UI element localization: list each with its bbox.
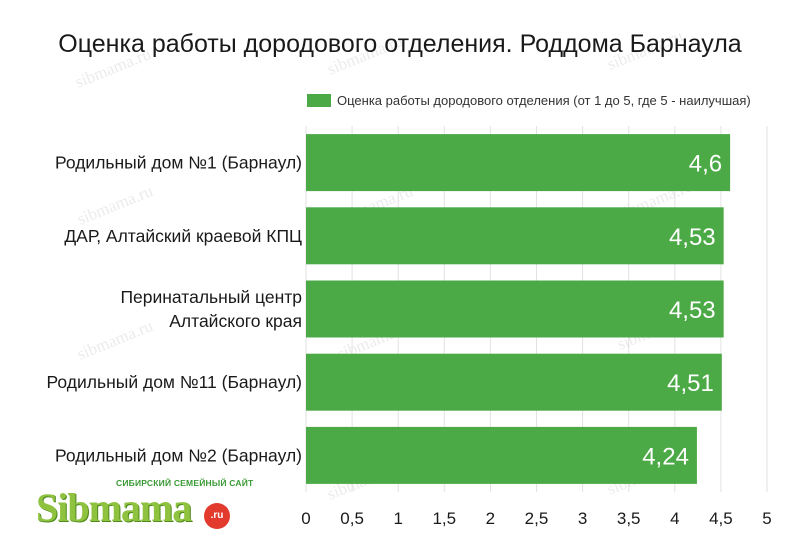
- category-labels: Родильный дом №1 (Барнаул) ДАР, Алтайский…: [47, 153, 303, 466]
- data-label: 4,53: [669, 224, 716, 251]
- data-label: 4,24: [642, 443, 689, 470]
- logo-domain-badge: .ru: [204, 503, 230, 529]
- category-label: Родильный дом №11 (Барнаул): [47, 372, 302, 392]
- legend-swatch: [307, 93, 331, 107]
- x-tick-label: 5: [762, 509, 771, 528]
- x-axis-ticks: 0 0,5 1 1,5 2 2,5 3 3,5 4 4,5 5: [301, 509, 771, 528]
- category-label: Родильный дом №1 (Барнаул): [55, 153, 302, 173]
- watermark-text: sibmama.ru: [74, 181, 156, 229]
- category-label: Родильный дом №2 (Барнаул): [55, 445, 302, 465]
- data-label: 4,6: [689, 151, 722, 178]
- bar: [306, 280, 724, 338]
- sibmama-logo: СИБИРСКИЙ СЕМЕЙНЫЙ САЙТ Sibmama .ru: [36, 478, 253, 534]
- x-tick-label: 0: [301, 509, 310, 528]
- data-label: 4,53: [669, 297, 716, 324]
- bar: [306, 134, 731, 192]
- x-tick-label: 3,5: [617, 509, 641, 528]
- chart-legend: Оценка работы дородового отделения (от 1…: [307, 91, 751, 109]
- x-tick-label: 4,5: [709, 509, 733, 528]
- legend-label: Оценка работы дородового отделения (от 1…: [337, 92, 751, 108]
- category-label: Алтайского края: [169, 311, 302, 331]
- x-tick-label: 0,5: [340, 509, 364, 528]
- x-tick-label: 1,5: [432, 509, 456, 528]
- data-label: 4,51: [667, 370, 714, 397]
- chart-title: Оценка работы дородового отделения. Родд…: [58, 30, 742, 58]
- watermark-text: sibmama.ru: [74, 316, 156, 364]
- bar: [306, 353, 722, 411]
- watermark-text: sibmama.ru: [324, 31, 406, 79]
- watermark-text: sibmama.ru: [604, 26, 686, 74]
- x-tick-label: 4: [670, 509, 679, 528]
- x-tick-label: 2,5: [525, 509, 549, 528]
- x-tick-label: 2: [486, 509, 495, 528]
- logo-tagline: СИБИРСКИЙ СЕМЕЙНЫЙ САЙТ: [116, 478, 254, 488]
- x-tick-label: 1: [393, 509, 402, 528]
- category-label: ДАР, Алтайский краевой КПЦ: [64, 226, 302, 246]
- bars: [306, 134, 731, 484]
- x-tick-label: 3: [578, 509, 587, 528]
- bar: [306, 207, 724, 265]
- category-label: Перинатальный центр: [120, 287, 302, 307]
- bar: [306, 426, 697, 484]
- watermark-text: sibmama.ru: [72, 44, 154, 92]
- logo-name: Sibmama: [36, 485, 192, 530]
- value-labels: 4,6 4,53 4,53 4,51 4,24: [642, 151, 722, 471]
